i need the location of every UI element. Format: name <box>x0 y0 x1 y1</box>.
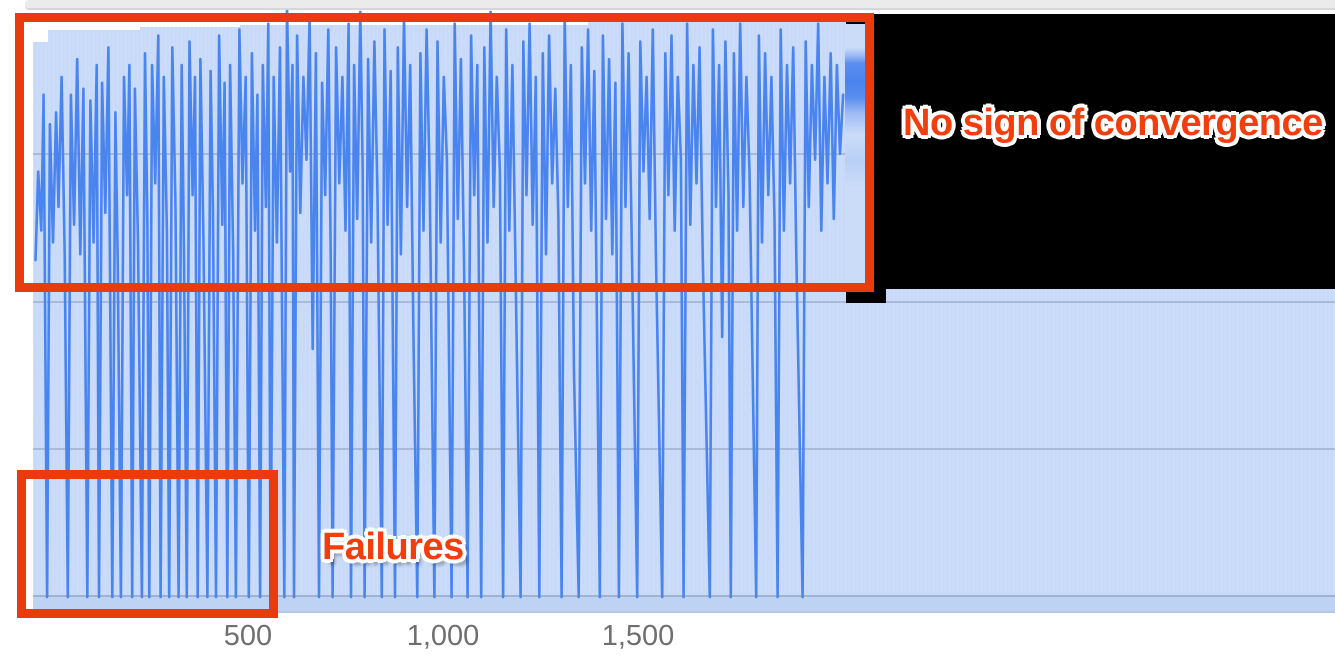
band-step-cover <box>240 22 588 25</box>
band-step-cover <box>33 22 48 42</box>
blackout-region <box>874 14 1335 289</box>
band-step-cover <box>48 22 140 30</box>
top-toolbar-edge <box>25 0 1335 10</box>
blackout-tab-bottom <box>846 289 886 303</box>
annotation-label-failures: Failures <box>322 526 464 568</box>
band-step-cover <box>140 22 240 27</box>
x-axis-tick-label: 1,500 <box>601 620 675 652</box>
band-bottom-edge <box>33 611 1335 613</box>
gridline-0-75 <box>33 153 1335 155</box>
annotation-box-failures <box>17 470 278 618</box>
gridline-0-50 <box>33 301 1335 303</box>
x-axis-tick-label: 500 <box>223 620 273 652</box>
annotation-label-no-convergence: No sign of convergence <box>903 102 1323 144</box>
annotation-box-no-convergence <box>15 13 874 292</box>
metric-line <box>34 4 845 599</box>
line-endpoint-smear <box>845 24 867 288</box>
x-axis-tick-label: 1,000 <box>406 620 480 652</box>
band-footer-strip <box>33 597 1335 611</box>
